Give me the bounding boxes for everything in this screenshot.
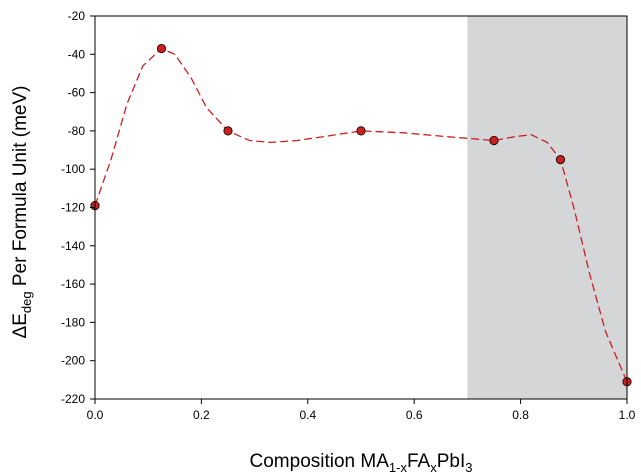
data-point-1 — [156, 43, 167, 54]
data-point-3 — [356, 126, 366, 136]
y-tick-label-0: -20 — [68, 9, 86, 23]
x-tick-label-5: 1.0 — [619, 408, 636, 422]
x-tick-label-4: 0.8 — [512, 408, 529, 422]
y-tick-label-3: -80 — [68, 124, 86, 138]
data-point-2 — [223, 126, 233, 136]
y-tick-label-4: -100 — [61, 162, 85, 176]
y-tick-label-6: -140 — [61, 239, 85, 253]
data-point-4 — [489, 135, 499, 146]
y-tick-label-7: -160 — [61, 277, 85, 291]
plot-area — [90, 16, 632, 399]
y-axis-title: ΔEdeg Per Formula Unit (meV) — [10, 86, 34, 339]
x-tick-label-1: 0.2 — [193, 408, 210, 422]
y-tick-label-8: -180 — [61, 315, 85, 329]
x-tick-label-2: 0.4 — [299, 408, 316, 422]
shaded-region — [467, 16, 627, 399]
y-tick-label-10: -220 — [61, 392, 85, 406]
y-tick-label-5: -120 — [61, 201, 85, 215]
y-tick-label-1: -40 — [68, 47, 86, 61]
x-axis-title: Composition MA1-xFAxPbI3 — [250, 451, 473, 473]
x-tick-label-0: 0.0 — [87, 408, 104, 422]
data-point-5 — [555, 155, 566, 165]
x-tick-label-3: 0.6 — [406, 408, 423, 422]
y-tick-label-2: -60 — [68, 86, 86, 100]
axes: 0.0 0.2 0.4 0.6 0.8 1.0 -20 -40 -60 -80 -100 -120 -1… — [61, 9, 636, 422]
y-tick-label-9: -200 — [61, 354, 85, 368]
